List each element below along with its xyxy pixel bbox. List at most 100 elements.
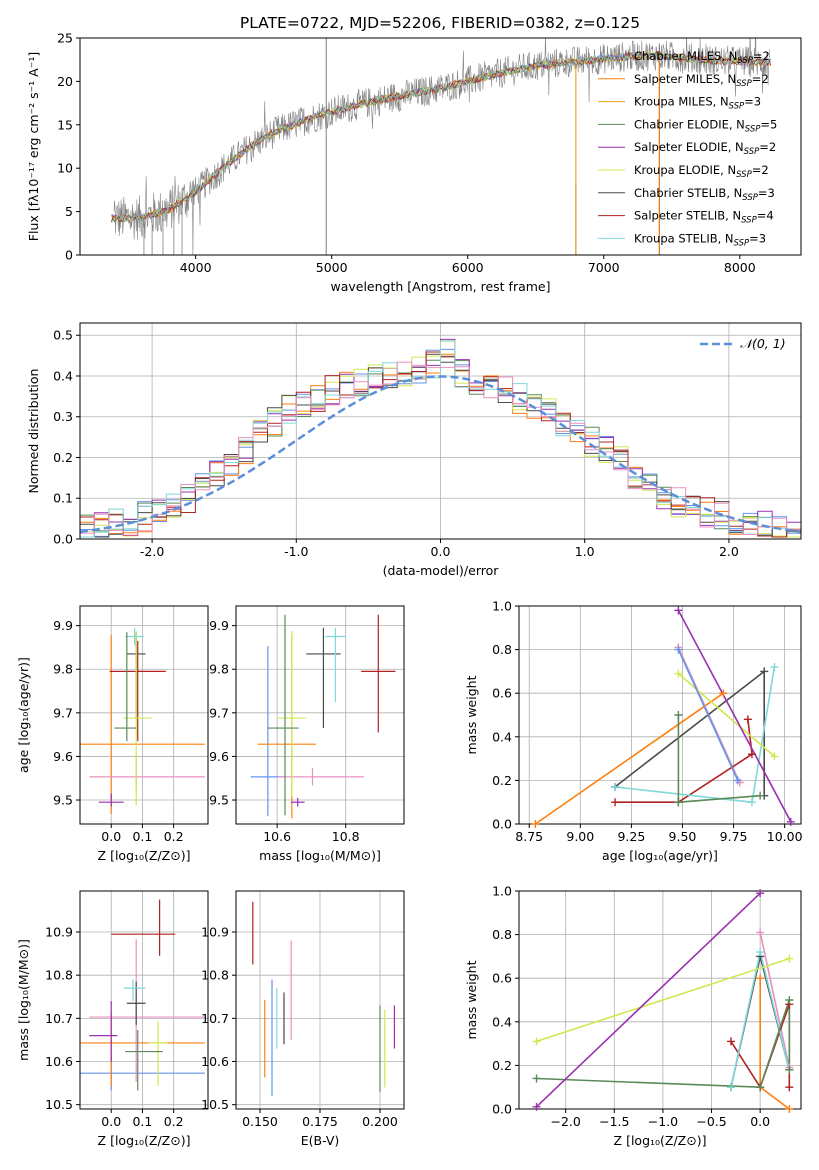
axes-frame (518, 890, 802, 1110)
x-tick-label: −0.5 (696, 1114, 726, 1129)
mass-vs-EBV-plot-area (252, 901, 395, 1097)
legend-entry: Kroupa ELODIE, NSSP=2 (634, 163, 769, 180)
plus-marker (785, 954, 794, 963)
model-spectrum-line (110, 50, 772, 223)
y-tick-label: 9.8 (53, 662, 73, 677)
observed-spectrum-line (113, 38, 770, 255)
plus-marker (532, 1037, 541, 1046)
error-bar-point (114, 632, 137, 742)
x-tick-label: 0.1 (132, 829, 152, 844)
y-tick-label: 0.6 (492, 971, 512, 986)
x-axis-label: E(B-V) (301, 1133, 340, 1148)
y-tick-label: 0 (65, 248, 73, 263)
plus-marker (674, 669, 683, 678)
age-vs-mass-plot-area (250, 614, 396, 819)
x-tick-label: −1.5 (599, 1114, 629, 1129)
legend-entry: Salpeter ELODIE, NSSP=2 (634, 140, 776, 157)
y-tick-label: 0.8 (492, 642, 512, 657)
x-axis-label: Z [log₁₀(Z/Z⊙)] (98, 848, 191, 863)
y-tick-label: 20 (57, 74, 73, 89)
y-tick-label: 1.0 (492, 599, 512, 614)
x-tick-label: 0.200 (362, 1114, 398, 1129)
y-tick-label: 0.3 (53, 409, 73, 424)
error-bar-point (98, 793, 124, 807)
x-tick-label: 0.150 (242, 1114, 278, 1129)
mass-weight-series-line (536, 999, 791, 1089)
x-axis-label: age [log₁₀(age/yr)] (602, 848, 718, 863)
x-axis-label: Z [log₁₀(Z/Z⊙)] (614, 1133, 707, 1148)
plus-marker (756, 948, 765, 957)
plus-marker (674, 645, 683, 654)
y-tick-label: 0.2 (492, 773, 512, 788)
error-bar-point (123, 979, 146, 1002)
x-tick-label: 8000 (724, 260, 756, 275)
plus-marker (733, 776, 742, 785)
x-tick-label: 6000 (452, 260, 484, 275)
x-tick-label: 0.175 (302, 1114, 338, 1129)
y-tick-label: 0.5 (53, 328, 73, 343)
y-tick-label: 10.8 (45, 968, 73, 983)
error-bar-point (325, 627, 346, 702)
model-spectrum-line (111, 51, 771, 223)
plus-marker (756, 1083, 765, 1092)
y-tick-label: 9.7 (53, 705, 73, 720)
y-tick-label: 1.0 (492, 884, 512, 899)
error-bar-point (126, 981, 146, 1025)
x-tick-label: 0.0 (431, 544, 451, 559)
y-axis-label: age [log₁₀(age/yr)] (16, 657, 31, 773)
plus-marker (770, 663, 779, 672)
x-tick-label: 2.0 (719, 544, 739, 559)
y-tick-label: 0.2 (53, 450, 73, 465)
error-bar-point (361, 614, 396, 733)
error-bar-point (80, 635, 205, 814)
axes-frame (79, 37, 802, 256)
y-tick-label: 0.1 (53, 491, 73, 506)
y-tick-label: 0.0 (53, 532, 73, 547)
mass-vs-Z-plot-area (80, 899, 205, 1091)
y-tick-label: 10.5 (201, 1097, 229, 1112)
y-axis-label: mass [log₁₀(M/M⊙)] (16, 939, 31, 1061)
plus-marker (785, 1083, 794, 1092)
plus-marker (785, 996, 794, 1004)
plus-marker (756, 889, 765, 898)
error-bar-point (250, 646, 286, 817)
x-tick-label: 8.75 (515, 829, 543, 844)
y-tick-label: 0.0 (492, 1102, 512, 1117)
plus-marker (611, 782, 620, 791)
mass-weight-series-line (614, 669, 765, 796)
mass-weight-vs-age-axes: 8.75 9.00 9.25 9.50 9.75 10.00 0.0 0.2 0.4 0.6 0.8… (464, 599, 803, 864)
y-axis-label: mass weight (464, 675, 479, 754)
residual-histogram-axes: -2.0 -1.0 0.0 1.0 2.0 0.0 0.1 0.2 0.3 0.4 0.5 (data… (26, 322, 802, 578)
x-tick-label: 10.8 (332, 829, 360, 844)
mass-weight-series-line (677, 610, 792, 823)
y-tick-label: 9.6 (209, 749, 229, 764)
plus-marker (674, 606, 683, 615)
mass-weight-series-line (759, 932, 791, 1068)
plus-marker (786, 817, 795, 826)
y-tick-label: 10.9 (45, 925, 73, 940)
error-bar-point (89, 755, 205, 790)
x-tick-label: 0.0 (750, 1114, 770, 1129)
x-tick-label: 0.2 (164, 1114, 184, 1129)
error-bar-point (148, 1021, 168, 1087)
mass-weight-vs-age-plot-area (534, 610, 792, 824)
residual-histogram-step (80, 361, 801, 536)
error-bar-point (267, 614, 299, 816)
error-bar-point (89, 1001, 118, 1062)
age-vs-mass-axes: 10.6 10.8 9.5 9.6 9.7 9.8 9.9 mass [log₁₀(M/M⊙)… (209, 605, 405, 863)
normal-distribution-curve (80, 375, 801, 534)
x-tick-label: 10.6 (263, 829, 291, 844)
error-bar-point (109, 640, 166, 742)
plus-marker (756, 928, 765, 937)
plus-marker (756, 791, 765, 800)
y-tick-label: 10.9 (201, 925, 229, 940)
plus-marker (674, 711, 683, 719)
mass-weight-series-line (535, 892, 761, 1108)
x-tick-label: 5000 (316, 260, 348, 275)
x-tick-label: 0.0 (101, 1114, 121, 1129)
legend-entry: Kroupa STELIB, NSSP=3 (634, 231, 766, 248)
plus-marker (785, 1065, 794, 1074)
x-tick-label: 9.25 (617, 829, 645, 844)
axes-frame (79, 890, 209, 1110)
